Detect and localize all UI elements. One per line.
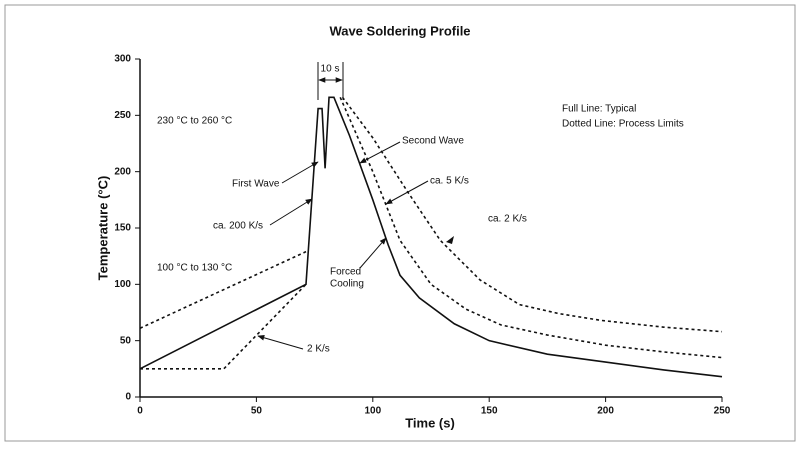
y-tick-label: 250 [114,110,131,121]
annotation: 230 °C to 260 °C [157,116,232,127]
y-tick-label: 0 [125,392,131,403]
y-tick-label: 100 [114,279,131,290]
annotation: 2 K/s [307,344,330,355]
series-line [139,96,723,333]
annotation-arrow [269,198,313,226]
annotation: Dotted Line: Process Limits [562,119,684,130]
annotation: ca. 2 K/s [488,214,527,225]
annotation-arrow [359,237,387,269]
annotation-arrow [359,141,401,164]
annotation: Full Line: Typical [562,104,636,115]
annotation: ca. 5 K/s [430,176,469,187]
x-tick-label: 150 [481,406,498,417]
annotation: Forced [330,267,361,278]
chart-title: Wave Soldering Profile [329,23,470,38]
y-tick-label: 300 [114,54,131,65]
annotation: 10 s [321,64,340,75]
annotation: Second Wave [402,136,464,147]
frame [4,4,796,442]
annotation-arrow [257,335,304,350]
x-tick-label: 0 [137,406,143,417]
annotation-arrow [281,161,319,184]
x-tick-label: 100 [364,406,381,417]
series-line [140,96,723,370]
y-tick-label: 150 [114,223,131,234]
series-line [139,96,723,378]
annotation-arrow [385,180,429,205]
annotation-arrow [446,236,454,244]
annotation: ca. 200 K/s [213,221,263,232]
y-tick-label: 50 [120,335,132,346]
x-tick-label: 200 [597,406,614,417]
annotation: First Wave [232,179,280,190]
annotation: Cooling [330,279,364,290]
x-tick-label: 50 [251,406,263,417]
x-tick-label: 250 [714,406,731,417]
y-axis-label: Temperature (°C) [95,176,110,281]
y-tick-label: 200 [114,166,131,177]
x-axis-label: Time (s) [405,415,455,430]
annotation: 100 °C to 130 °C [157,263,232,274]
